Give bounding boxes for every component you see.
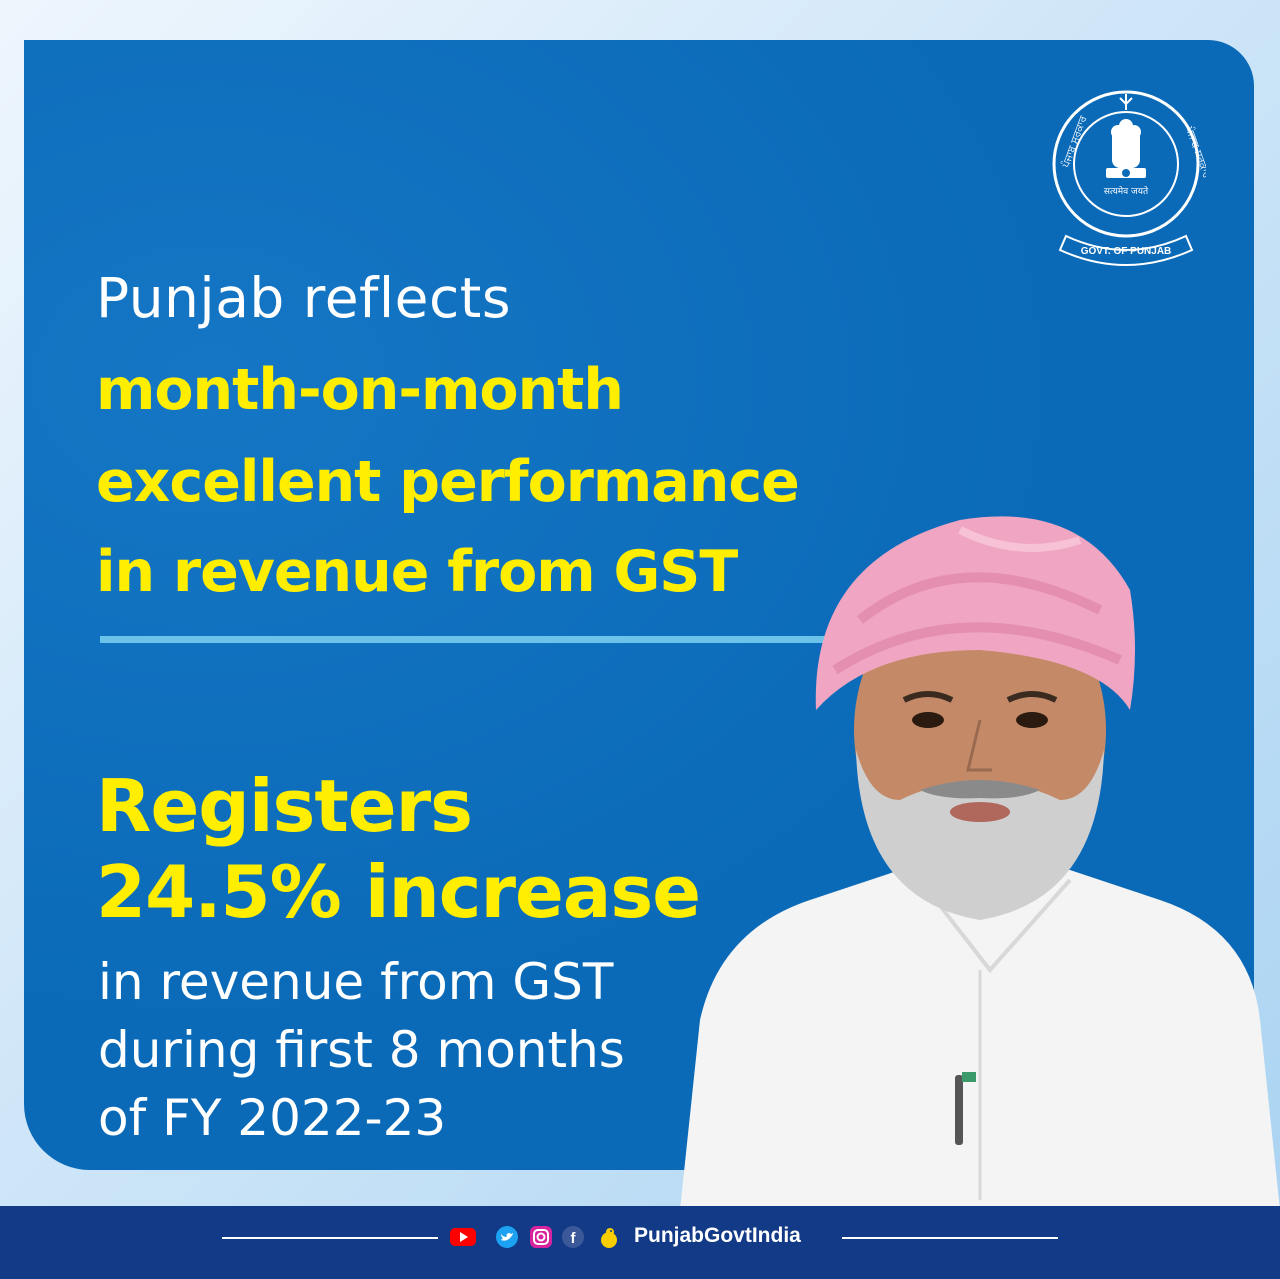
divider-line — [100, 636, 830, 643]
footer-line-left — [222, 1237, 438, 1239]
pink-turban — [815, 516, 1135, 710]
instagram-icon[interactable] — [528, 1226, 554, 1248]
footer-line-right — [842, 1237, 1058, 1239]
highlight-detail-3: of FY 2022-23 — [98, 1089, 447, 1147]
headline-emphasis-1: month-on-month — [96, 357, 624, 423]
headline-intro: Punjab reflects — [96, 266, 511, 330]
govt-of-punjab-emblem: सत्यमेव जयते ਪੰਜਾਬ ਸਰਕਾਰ ਪੰਜਾਬ ਸਰਕਾਰ GOV… — [1052, 90, 1206, 266]
twitter-icon[interactable] — [494, 1226, 520, 1248]
emblem-motto: सत्यमेव जयते — [1104, 185, 1149, 197]
social-handle[interactable]: PunjabGovtIndia — [634, 1224, 801, 1247]
emblem-ribbon-text: GOVT. OF PUNJAB — [1081, 246, 1172, 257]
footer-bar: f PunjabGovtIndia — [0, 1206, 1280, 1279]
facebook-icon[interactable]: f — [560, 1226, 586, 1248]
grey-beard — [856, 750, 1104, 920]
koo-icon[interactable] — [596, 1226, 622, 1248]
pen-icon — [955, 1075, 963, 1145]
headline-emphasis-2: excellent performance — [96, 449, 800, 515]
highlight-detail-2: during first 8 months — [98, 1021, 625, 1079]
highlight-registers: Registers — [96, 764, 473, 848]
highlight-percentage: 24.5% increase — [96, 850, 701, 934]
minister-portrait — [680, 516, 1280, 1210]
headline-emphasis-3: in revenue from GST — [96, 539, 738, 605]
youtube-icon[interactable] — [450, 1226, 476, 1248]
svg-text:f: f — [571, 1230, 577, 1247]
highlight-detail-1: in revenue from GST — [98, 953, 614, 1011]
emblem-text-right: ਪੰਜਾਬ ਸਰਕਾਰ — [1183, 124, 1206, 181]
